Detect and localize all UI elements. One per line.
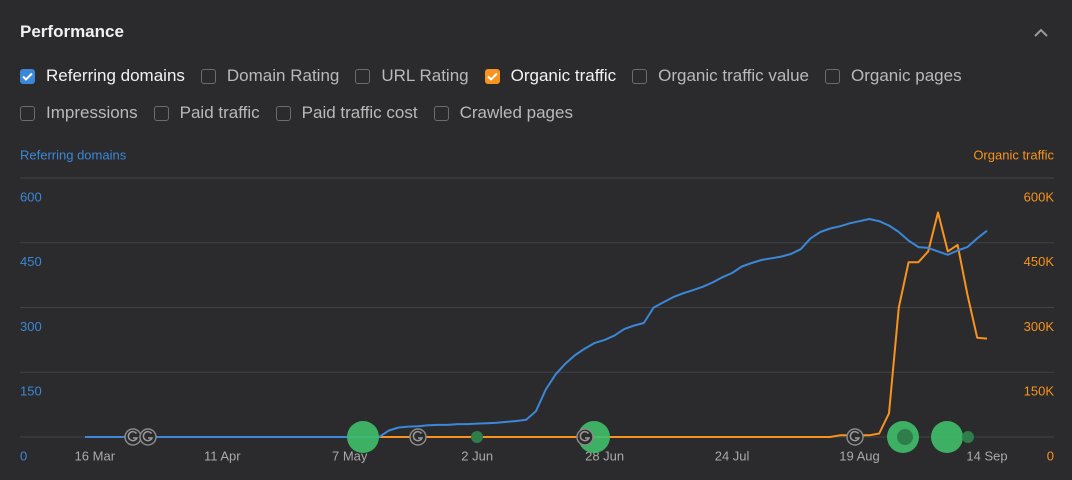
metric-checkbox[interactable]: Paid traffic cost <box>275 103 418 123</box>
x-tick-label: 2 Jun <box>461 448 493 463</box>
metric-checkbox[interactable]: Organic pages <box>825 66 962 86</box>
metric-checkbox[interactable]: Domain Rating <box>200 66 340 86</box>
update-icon-glyph <box>579 431 591 442</box>
metric-checkbox[interactable]: Paid traffic <box>153 103 260 123</box>
y2-tick-label: 600K <box>1024 189 1055 204</box>
update-icon-glyph <box>127 431 139 442</box>
metric-label: Paid traffic cost <box>301 103 418 122</box>
update-icon-glyph <box>849 431 861 442</box>
section-title: Performance <box>20 22 124 41</box>
metric-checkbox[interactable]: Organic traffic <box>484 66 617 86</box>
check-icon <box>486 72 498 81</box>
metric-checkbox[interactable]: Organic traffic value <box>632 66 809 86</box>
x-tick-label: 11 Apr <box>204 448 241 463</box>
y2-tick-label: 300K <box>1024 319 1055 334</box>
checkbox[interactable] <box>632 68 648 84</box>
event-dot <box>962 431 974 443</box>
y2-axis-title: Organic traffic <box>973 147 1054 162</box>
metric-label: URL Rating <box>381 66 469 85</box>
metric-checkbox[interactable]: Crawled pages <box>433 103 573 123</box>
collapse-toggle[interactable] <box>1033 27 1049 39</box>
y-axis-title: Referring domains <box>20 147 127 162</box>
y-tick-label: 150 <box>20 384 42 399</box>
option-row: Impressions Paid traffic Paid traffic cost… <box>20 103 589 123</box>
y2-tick-label: 150K <box>1024 384 1055 399</box>
metric-checkbox[interactable]: Referring domains <box>20 66 185 86</box>
update-icon-glyph <box>412 431 424 442</box>
option-row: Referring domains Domain Rating URL Rating… <box>20 66 978 86</box>
event-markers <box>124 421 974 453</box>
series-line <box>85 211 988 438</box>
event-marker <box>931 421 963 453</box>
metric-label: Organic traffic value <box>658 66 809 85</box>
metric-label: Crawled pages <box>459 103 573 122</box>
x-tick-label: 19 Aug <box>839 448 880 463</box>
check-icon <box>22 72 33 81</box>
checkbox[interactable] <box>20 68 35 84</box>
metric-label: Domain Rating <box>226 66 340 85</box>
x-tick-label: 16 Mar <box>75 448 116 463</box>
update-icon-glyph <box>142 431 154 442</box>
y-tick-label: 0 <box>20 448 27 463</box>
checkbox[interactable] <box>355 68 371 84</box>
checkbox[interactable] <box>20 105 35 121</box>
x-tick-label: 14 Sep <box>966 448 1007 463</box>
event-dot <box>897 429 913 445</box>
checkbox[interactable] <box>825 68 840 84</box>
event-marker <box>347 421 379 453</box>
y-tick-label: 300 <box>20 319 42 334</box>
checkbox[interactable] <box>433 105 449 121</box>
y2-tick-label: 0 <box>1047 448 1054 463</box>
checkbox[interactable] <box>484 68 500 84</box>
metric-label: Referring domains <box>46 66 185 85</box>
checkbox[interactable] <box>200 68 216 84</box>
metric-label: Paid traffic <box>179 103 260 122</box>
metric-checkbox[interactable]: URL Rating <box>355 66 469 86</box>
metric-checkbox[interactable]: Impressions <box>20 103 138 123</box>
series-line <box>85 218 988 438</box>
metric-label: Impressions <box>46 103 138 122</box>
y2-tick-label: 450K <box>1024 254 1055 269</box>
checkbox[interactable] <box>153 105 169 121</box>
x-tick-label: 24 Jul <box>715 448 750 463</box>
event-dot <box>471 431 483 443</box>
y-tick-label: 450 <box>20 254 42 269</box>
metric-label: Organic traffic <box>510 66 617 85</box>
checkbox[interactable] <box>275 105 291 121</box>
metric-label: Organic pages <box>851 66 962 85</box>
y-tick-label: 600 <box>20 189 42 204</box>
